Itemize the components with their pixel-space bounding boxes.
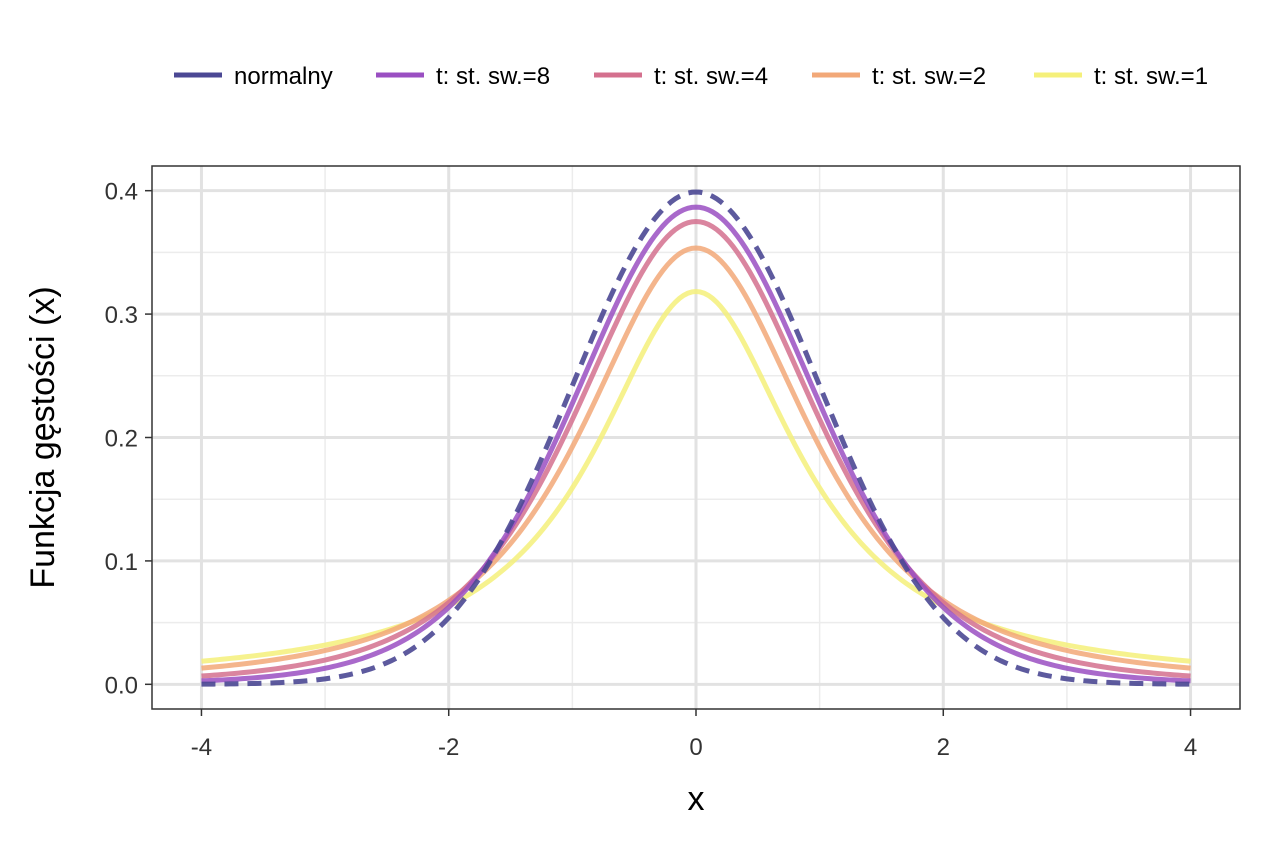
legend: normalny t: st. sw.=8 t: st. sw.=4 t: st. s… — [174, 63, 1208, 90]
legend-label-0: normalny — [234, 63, 333, 90]
series-line-1 — [201, 204, 1191, 684]
series-line-0 — [201, 189, 1191, 687]
y-axis-title: Funkcja gęstości (x) — [24, 286, 62, 588]
x-tick-label: 4 — [1184, 734, 1197, 761]
y-tick-label: 0.1 — [105, 549, 138, 576]
y-tick-label: 0.2 — [105, 426, 138, 453]
y-tick-label: 0.4 — [105, 179, 138, 206]
grid — [152, 166, 1240, 709]
x-tick-label: 2 — [937, 734, 950, 761]
legend-label-2: t: st. sw.=4 — [654, 63, 768, 90]
y-tick-label: 0.3 — [105, 302, 138, 329]
axes: -4 -2 0 2 4 0.0 0.1 0.2 0.3 0.4 — [105, 179, 1198, 761]
x-tick-label: -2 — [438, 734, 459, 761]
legend-label-1: t: st. sw.=8 — [436, 63, 550, 90]
legend-label-4: t: st. sw.=1 — [1094, 63, 1208, 90]
series-line-3 — [201, 245, 1191, 671]
series-layer — [201, 189, 1191, 687]
x-axis-title: x — [688, 780, 705, 818]
y-tick-label: 0.0 — [105, 672, 138, 699]
series-line-4 — [201, 288, 1191, 664]
series-line-2 — [201, 219, 1191, 679]
x-tick-label: 0 — [689, 734, 702, 761]
legend-label-3: t: st. sw.=2 — [872, 63, 986, 90]
x-tick-label: -4 — [191, 734, 212, 761]
